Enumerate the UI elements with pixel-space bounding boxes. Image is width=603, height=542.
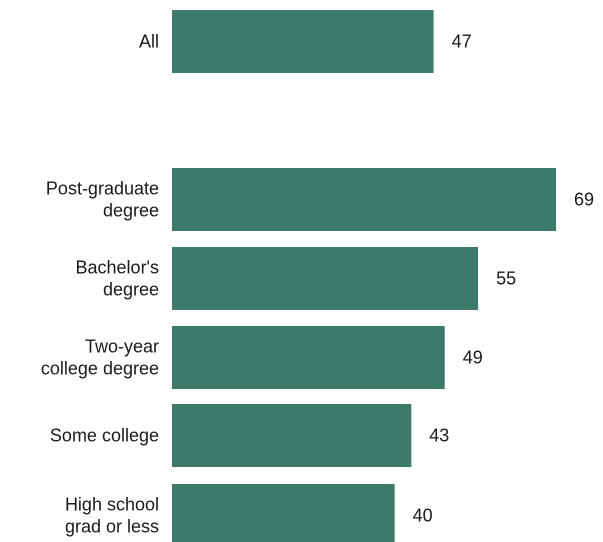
value-label-3: 49 — [463, 348, 483, 368]
bar-3 — [172, 326, 445, 389]
category-label-line: Some college — [50, 426, 159, 446]
category-label-2: Bachelor's degree — [76, 258, 159, 300]
category-label-line: High school — [65, 495, 159, 515]
category-label-line: grad or less — [65, 517, 159, 537]
category-label-line: degree — [103, 201, 159, 221]
category-label-4: Some college — [50, 426, 159, 446]
category-label-line: Two-year — [85, 337, 159, 357]
value-label-0: 47 — [452, 32, 472, 52]
value-label-5: 40 — [413, 506, 433, 526]
category-label-line: Bachelor's — [76, 258, 159, 278]
bars-group — [172, 10, 556, 542]
bar-0 — [172, 10, 434, 73]
category-label-5: High school grad or less — [65, 495, 159, 537]
bar-4 — [172, 404, 412, 467]
value-label-1: 69 — [574, 190, 594, 210]
category-label-line: college degree — [41, 359, 159, 379]
bar-2 — [172, 247, 479, 310]
category-label-line: All — [139, 32, 159, 52]
bar-5 — [172, 484, 395, 542]
value-label-4: 43 — [429, 426, 449, 446]
category-label-3: Two-year college degree — [41, 337, 159, 379]
category-label-line: degree — [103, 280, 159, 300]
category-label-1: Post-graduate degree — [46, 179, 159, 221]
value-label-2: 55 — [496, 269, 516, 289]
value-labels-group: 47 69 55 49 43 40 — [413, 32, 594, 526]
category-label-line: Post-graduate — [46, 179, 159, 199]
category-label-0: All — [139, 32, 159, 52]
bar-1 — [172, 168, 556, 231]
